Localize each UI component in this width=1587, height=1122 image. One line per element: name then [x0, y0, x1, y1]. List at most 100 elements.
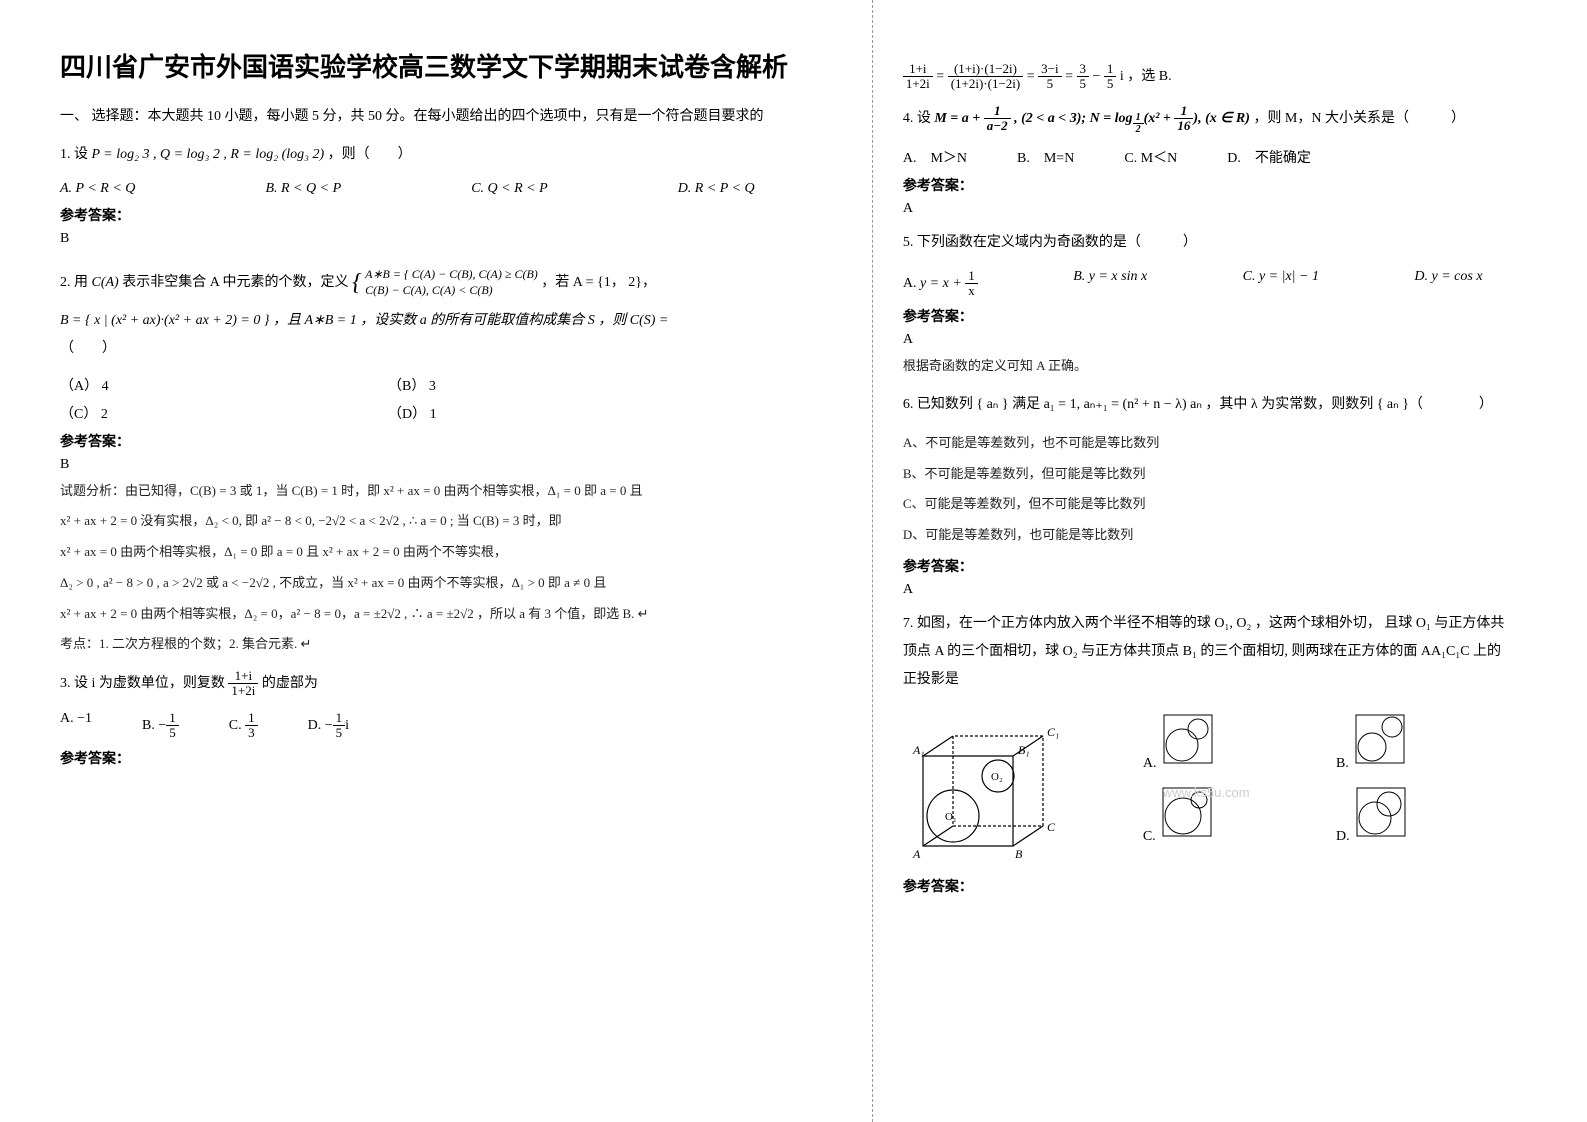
- svg-text:A: A: [912, 847, 921, 861]
- q2-l1c: 表示非空集合 A 中元素的个数，定义: [122, 275, 352, 290]
- q6-answer-label: 参考答案：: [903, 556, 1547, 576]
- q4-answer: A: [903, 201, 1547, 217]
- problem-6: 6. 已知数列 { aₙ } 满足 a₁ = 1, aₙ₊₁ = (n² + n…: [903, 391, 1547, 419]
- problem-5: 5. 下列函数在定义域内为奇函数的是（ ）: [903, 229, 1547, 257]
- q2-l1b: C(A): [92, 275, 119, 290]
- q3w-c-den: 5: [1038, 77, 1061, 91]
- q4-answer-label: 参考答案：: [903, 175, 1547, 195]
- q5-optD: D. y = cos x: [1414, 269, 1482, 299]
- q3w-minus: −: [1093, 69, 1104, 84]
- q7-cube-figure: A B C A₁ C₁ B₁ O₁ O₂: [903, 706, 1063, 866]
- q4-optD: D. 不能确定: [1227, 147, 1311, 167]
- problem-3: 3. 设 i 为虚数单位，则复数 1+i 1+2i 的虚部为: [60, 669, 832, 699]
- q7-labelC: C.: [1143, 829, 1156, 844]
- q3-optB: B. −15: [142, 711, 179, 741]
- q2-answer-label: 参考答案：: [60, 431, 832, 451]
- q3-optB-den: 5: [166, 726, 179, 740]
- q3-optA: A. −1: [60, 711, 92, 741]
- q3-working: 1+i1+2i = (1+i)·(1−2i)(1+2i)·(1−2i) = 3−…: [903, 62, 1547, 92]
- q3w-d-num2: 1: [1104, 62, 1117, 77]
- q1-optB: B. R < Q < P: [265, 181, 341, 197]
- problem-7: 7. 如图，在一个正方体内放入两个半径不相等的球 O₁, O₂ ，这两个球相外切…: [903, 610, 1547, 694]
- q7-labelA: A.: [1143, 756, 1157, 771]
- section-header: 一、 选择题：本大题共 10 小题，每小题 5 分，共 50 分。在每小题给出的…: [60, 106, 832, 128]
- q7-labelB: B.: [1336, 756, 1349, 771]
- q1-answer: B: [60, 231, 832, 247]
- q4-fc: (x² +: [1144, 111, 1175, 126]
- q3w-eq2: =: [1027, 69, 1038, 84]
- q2-optC: （C） 2: [60, 403, 388, 423]
- q4-options: A. M＞N B. M=N C. M＜N D. 不能确定: [903, 147, 1547, 167]
- svg-text:C: C: [1047, 820, 1056, 834]
- option-a-icon: [1160, 711, 1216, 767]
- q4-fnum: 1: [984, 104, 1011, 119]
- q7-answer-label: 参考答案：: [903, 876, 1547, 896]
- q1-answer-label: 参考答案：: [60, 205, 832, 225]
- q5-optC: C. y = |x| − 1: [1243, 269, 1319, 299]
- q1-formula: P = log₂ 3 , Q = log₃ 2 , R = log₂ (log₃…: [92, 147, 325, 162]
- q3w-d-den2: 5: [1104, 77, 1117, 91]
- q1-optC: C. Q < R < P: [471, 181, 547, 197]
- q5-options: A. y = x + 1x B. y = x sin x C. y = |x| …: [903, 269, 1483, 299]
- q4-f2den: 16: [1174, 119, 1193, 133]
- q6-optD: D、可能是等差数列，也可能是等比数列: [903, 523, 1547, 548]
- q3-stem-a: 3. 设 i 为虚数单位，则复数: [60, 676, 228, 691]
- q7-stem-c: 正投影是: [903, 666, 1547, 694]
- q3-optC-den: 3: [245, 726, 258, 740]
- problem-2: 2. 用 C(A) 表示非空集合 A 中元素的个数，定义 { A∗B = { C…: [60, 259, 832, 363]
- q3-optD-den: 5: [333, 726, 346, 740]
- q4-stem-a: 4. 设: [903, 111, 935, 126]
- q3-optD-pre: D.: [308, 718, 325, 733]
- q3w-tail: i ，选 B.: [1120, 69, 1172, 84]
- q3w-a-num: 1+i: [903, 62, 933, 77]
- q3-optD-num: 1: [333, 711, 346, 726]
- svg-text:O₂: O₂: [991, 771, 1003, 783]
- option-b-icon: [1352, 711, 1408, 767]
- q5A-math: y = x +: [920, 276, 965, 291]
- q7-stem-b: 顶点 A 的三个面相切，球 O₂ 与正方体共顶点 B₁ 的三个面相切, 则两球在…: [903, 638, 1547, 666]
- q3-frac: 1+i 1+2i: [228, 669, 258, 699]
- q7-fig-B: B.: [1336, 711, 1409, 772]
- svg-text:C₁: C₁: [1047, 725, 1059, 739]
- q4-fd: ), (x ∈ R): [1193, 111, 1250, 126]
- q3-optC-num: 1: [245, 711, 258, 726]
- q4-f2num: 1: [1174, 104, 1193, 119]
- q3w-d-num1: 3: [1077, 62, 1090, 77]
- watermark: www.ks5u.com: [1163, 785, 1429, 800]
- svg-text:B: B: [1015, 847, 1023, 861]
- q6-answer: A: [903, 582, 1547, 598]
- q5-answer: A: [903, 332, 1547, 348]
- q5A-den: x: [965, 284, 978, 298]
- q4-fden: a−2: [984, 119, 1011, 133]
- q2-optD: （D） 1: [388, 403, 716, 423]
- svg-text:O₁: O₁: [945, 811, 957, 823]
- q2-options: （A） 4 （B） 3 （C） 2 （D） 1: [60, 375, 716, 423]
- q3w-d-den1: 5: [1077, 77, 1090, 91]
- q3-optB-pre: B.: [142, 718, 158, 733]
- q5-note: 根据奇函数的定义可知 A 正确。: [903, 354, 1547, 379]
- q5A-pre: A.: [903, 276, 920, 291]
- q2-line2: B = { x | (x² + ax)·(x² + ax + 2) = 0 } …: [60, 307, 832, 335]
- q2-analysis2: x² + ax + 2 = 0 没有实根，Δ₂ < 0, 即 a² − 8 < …: [60, 509, 832, 534]
- q5-optB: B. y = x sin x: [1073, 269, 1147, 299]
- page-title: 四川省广安市外国语实验学校高三数学文下学期期末试卷含解析: [60, 50, 832, 86]
- q3-optC: C. 13: [229, 711, 258, 741]
- q2-matrix1: A∗B = { C(A) − C(B), C(A) ≥ C(B): [365, 267, 538, 283]
- problem-4: 4. 设 M = a + 1a−2 , (2 < a < 3); N = log…: [903, 104, 1547, 135]
- q3-frac-num: 1+i: [228, 669, 258, 684]
- q1-options: A. P < R < Q B. R < Q < P C. Q < R < P D…: [60, 181, 755, 197]
- q3-optD: D. −15i: [308, 711, 349, 741]
- q3w-b-den: (1+2i)·(1−2i): [948, 77, 1024, 91]
- q3w-eq3: =: [1065, 69, 1076, 84]
- q5A-num: 1: [965, 269, 978, 284]
- cube-icon: A B C A₁ C₁ B₁ O₁ O₂: [903, 706, 1063, 866]
- q3w-a-den: 1+2i: [903, 77, 933, 91]
- problem-1: 1. 设 P = log₂ 3 , Q = log₃ 2 , R = log₂ …: [60, 141, 832, 169]
- q1-optA: A. P < R < Q: [60, 181, 135, 197]
- q5-optA: A. y = x + 1x: [903, 269, 978, 299]
- q2-analysis6: 考点：1. 二次方程根的个数；2. 集合元素. ↵: [60, 632, 832, 657]
- q3-optD-suf: i: [345, 718, 349, 733]
- q1-optD: D. R < P < Q: [678, 181, 755, 197]
- q6-optC: C、可能是等差数列，但不可能是等比数列: [903, 492, 1547, 517]
- q2-analysis4: Δ₂ > 0 , a² − 8 > 0 , a > 2√2 或 a < −2√2…: [60, 571, 832, 596]
